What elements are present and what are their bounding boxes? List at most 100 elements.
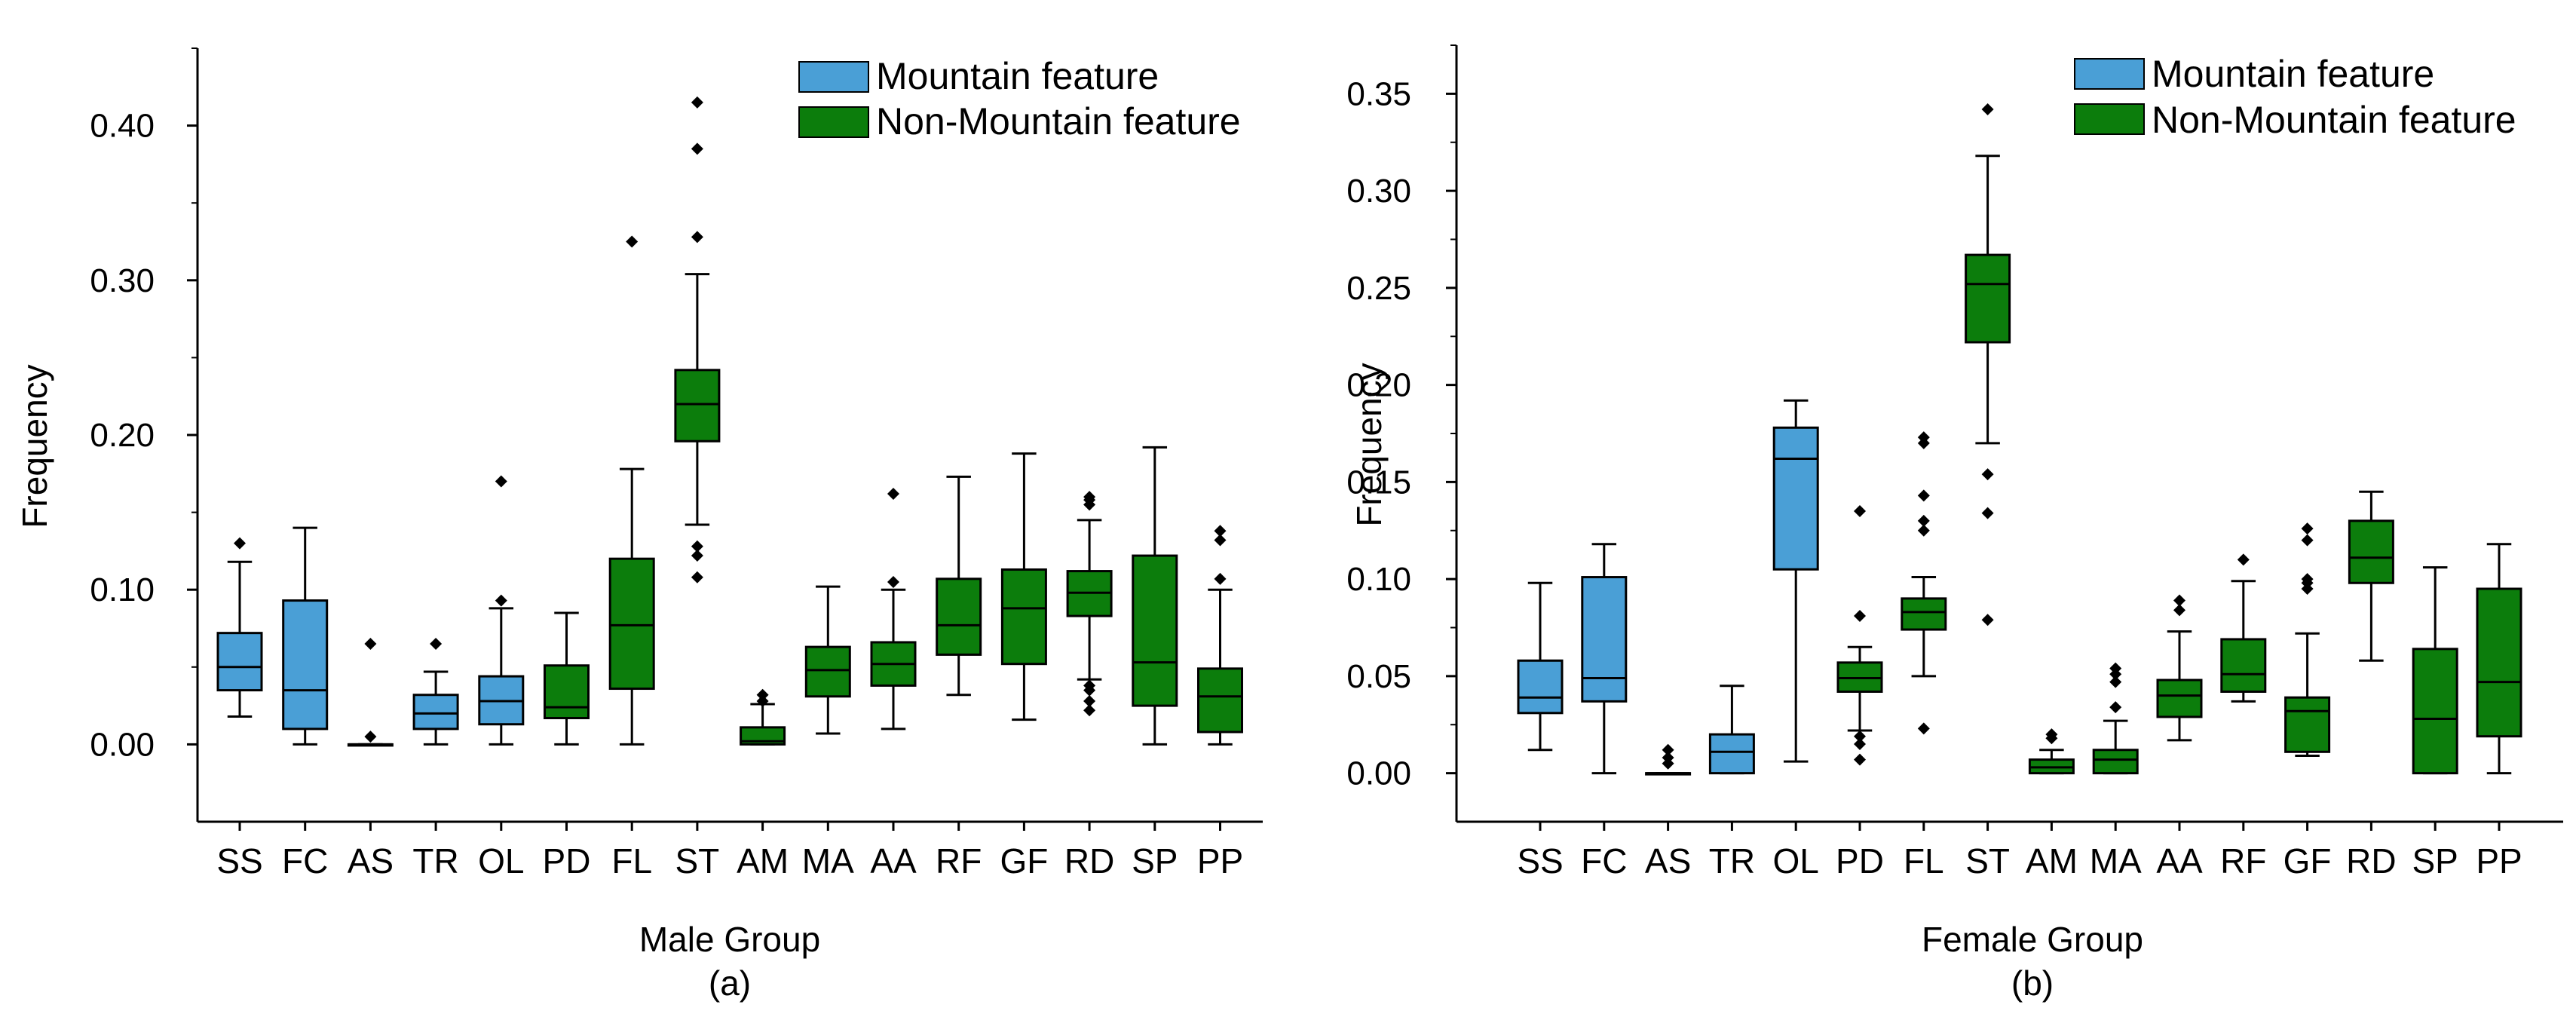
x-tick-label: SP [1132,841,1178,881]
x-tick-label: MA [802,841,854,881]
box-body [804,645,851,698]
box-body [216,632,263,692]
box-body [1772,426,1819,571]
x-tick-label: AM [2026,841,2078,881]
x-tick-label: ST [1965,841,2010,881]
outlier-point [1917,489,1930,502]
y-tick-label: 0.30 [1346,173,1411,210]
x-tick-label: AM [737,841,789,881]
x-tick-label: AA [870,841,917,881]
legend-swatch-non-mountain [2074,103,2145,135]
box-rd: RD [1064,491,1114,881]
outlier-point [691,571,703,584]
y-tick-label: 0.10 [90,571,155,608]
x-tick-label: FL [1904,841,1944,881]
outlier-point [1214,525,1227,538]
box-rf: RF [2220,553,2266,881]
box-body [1581,576,1628,703]
y-tick-label: 0.20 [1346,367,1411,404]
box-ma: MA [2090,662,2142,881]
box-body [608,557,655,691]
outlier-point [691,231,703,244]
x-tick-label: PP [2476,841,2522,881]
outlier-point [1854,505,1866,517]
box-fc: FC [1581,543,1628,881]
box-body [282,599,329,731]
outlier-point [1214,572,1227,585]
box-rd: RD [2346,490,2397,881]
legend-label-non-mountain: Non-Mountain feature [2152,99,2516,141]
x-tick-label: PP [1197,841,1243,881]
box-as: AS [348,638,394,881]
outlier-point [1917,431,1930,444]
x-tick-label: GF [1000,841,1048,881]
x-tick-label: TR [1709,841,1755,881]
y-axis-title: Frequency [15,364,54,528]
box-body [1197,667,1243,734]
y-tick-label: 0.00 [1346,755,1411,792]
y-tick-label: 0.10 [1346,561,1411,598]
box-body [674,369,721,443]
outlier-point [887,575,899,588]
outlier-point [1917,524,1930,537]
box-body [1000,568,1047,666]
outlier-point [1917,514,1930,527]
box-sp: SP [1132,446,1178,881]
box-fl: FL [608,235,655,881]
x-axis-title: Male Group [639,920,820,959]
outlier-point [1981,468,1994,481]
x-tick-label: GF [2283,841,2332,881]
outlier-point [495,594,507,607]
x-tick-label: FC [1581,841,1627,881]
outlier-point [2173,594,2185,607]
outlier-point [691,142,703,155]
legend-swatch-non-mountain [798,106,869,138]
x-tick-label: RD [1064,841,1114,881]
outlier-point [1662,752,1674,764]
box-gf: GF [1000,452,1048,881]
x-tick-label: SS [216,841,262,881]
box-sp: SP [2412,566,2458,881]
outlier-point [2173,604,2185,617]
legend-label-non-mountain: Non-Mountain feature [876,100,1241,142]
box-body [2284,696,2331,753]
x-tick-label: RD [2346,841,2396,881]
x-tick-label: AS [348,841,394,881]
x-tick-label: RF [2220,841,2266,881]
box-body [1132,554,1178,707]
y-tick-label: 0.05 [1346,658,1411,695]
x-tick-label: RF [936,841,982,881]
x-axis-title: Female Group [1922,920,2143,959]
outlier-point [2301,522,2314,535]
box-ss: SS [1517,581,1564,881]
box-body [412,694,459,731]
box-body [2092,749,2139,775]
x-tick-label: PD [543,841,591,881]
x-tick-label: FC [282,841,328,881]
outlier-point [2237,553,2250,566]
outlier-point [1981,507,1994,519]
y-tick-label: 0.30 [90,262,155,299]
x-tick-label: TR [412,841,458,881]
outlier-point [691,540,703,553]
box-am: AM [737,688,789,881]
box-body [936,577,982,656]
x-tick-label: SS [1517,841,1563,881]
outlier-point [691,96,703,109]
box-ma: MA [802,585,854,881]
box-body [2476,587,2522,738]
y-tick-label: 0.35 [1346,75,1411,112]
panel-label: (a) [709,963,751,1003]
outlier-point [1854,610,1866,623]
outlier-point [495,475,507,488]
legend-label-mountain: Mountain feature [876,55,1159,97]
outlier-point [1981,614,1994,626]
outlier-point [2109,701,2122,714]
box-as: AS [1645,743,1691,881]
outlier-point [2109,662,2122,675]
box-ol: OL [478,475,524,881]
box-body [1517,659,1564,715]
outlier-point [1854,738,1866,750]
outlier-point [756,688,769,701]
